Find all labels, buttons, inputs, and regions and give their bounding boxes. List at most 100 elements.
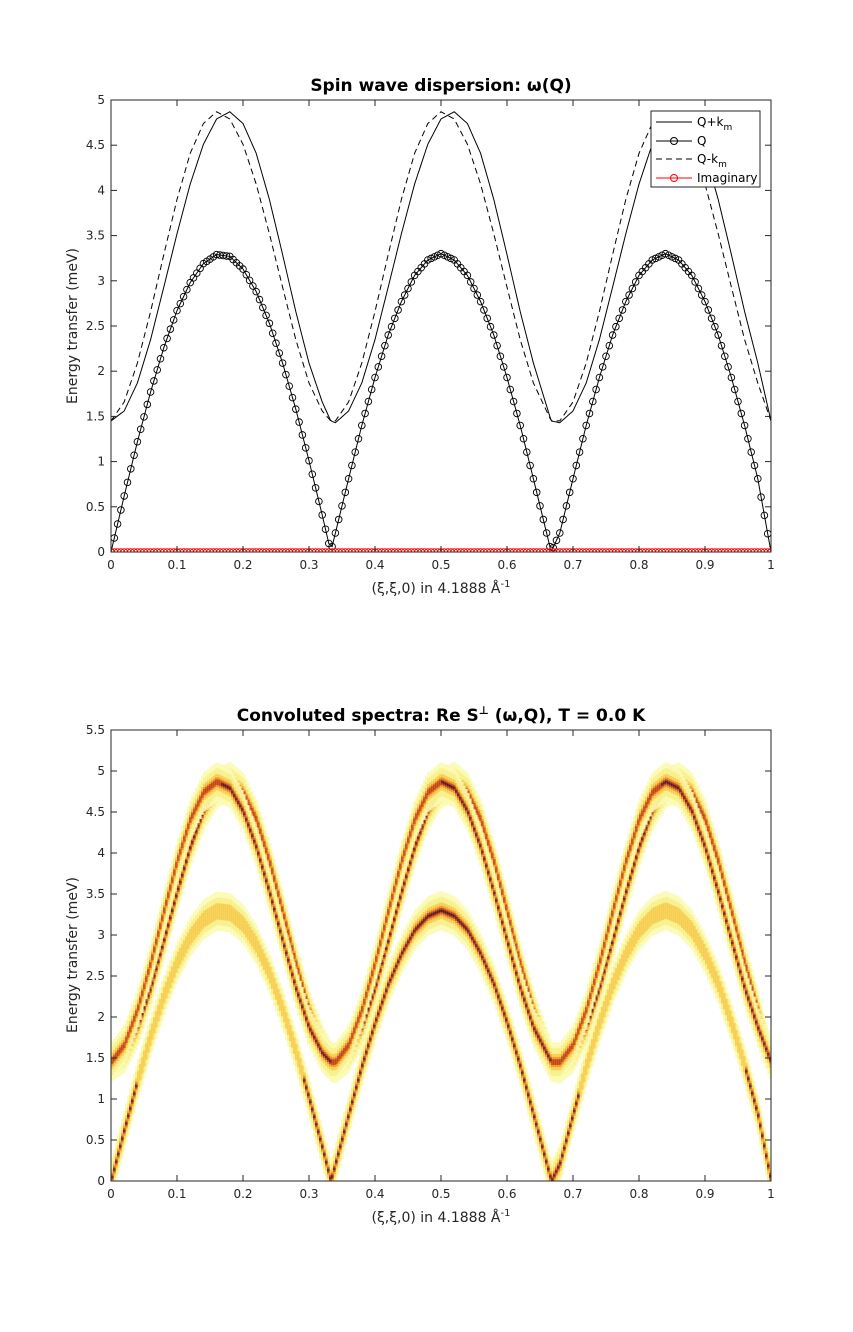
heat-cell (259, 829, 262, 835)
heat-cell (397, 960, 400, 962)
heat-cell (173, 902, 176, 904)
heat-cell (123, 1130, 126, 1132)
heat-cell (311, 1108, 314, 1110)
chart2-plot (111, 762, 772, 1199)
heat-cell (347, 1116, 350, 1118)
heat-cell (321, 1145, 324, 1147)
heat-cell (393, 918, 396, 920)
chart2-title: Convoluted spectra: Re S⊥ (ω,Q), T = 0.0… (237, 704, 646, 726)
heat-cell (553, 1174, 556, 1176)
heat-cell (117, 1153, 120, 1155)
heat-cell (171, 909, 174, 911)
heat-cell (387, 984, 390, 986)
heat-cell (577, 1095, 580, 1097)
heat-cell (473, 941, 476, 943)
legend-label-imag: Imaginary (697, 171, 758, 185)
chart1-ytick-label: 2.5 (86, 319, 105, 333)
chart1-xtick-label: 0.7 (563, 558, 582, 572)
heat-cell (513, 1045, 516, 1047)
heat-cell (279, 899, 282, 905)
heat-cell (753, 1099, 756, 1101)
heat-cell (379, 1007, 382, 1009)
heat-cell (565, 1139, 568, 1141)
heat-cell (613, 934, 616, 936)
heat-cell (543, 1153, 546, 1155)
heat-cell (375, 1019, 378, 1021)
heat-cell (547, 1168, 550, 1170)
chart1-ytick-label: 2 (97, 364, 105, 378)
heat-cell (503, 897, 506, 903)
heat-cell (727, 895, 730, 901)
chart1-xtick-label: 0.3 (299, 558, 318, 572)
heat-cell (407, 869, 410, 871)
heat-cell (745, 1070, 748, 1072)
heat-cell (399, 896, 402, 898)
heat-cell (541, 1145, 544, 1147)
heat-cell (269, 861, 272, 867)
heat-cell (267, 854, 270, 860)
chart1-xtick-label: 0.6 (497, 558, 516, 572)
heat-cell (391, 974, 394, 976)
heat-cell (523, 1079, 526, 1081)
heat-cell (161, 946, 164, 948)
heat-cell (411, 934, 414, 936)
heat-cell (511, 1038, 514, 1040)
heat-cell (479, 952, 482, 954)
chart1-xtick-label: 0.2 (233, 558, 252, 572)
heat-cell (705, 820, 708, 826)
heat-cell (183, 867, 186, 869)
heat-cell (499, 1001, 502, 1003)
chart1-ytick-label: 1 (97, 455, 105, 469)
heat-cell (389, 933, 392, 935)
heat-cell (307, 1093, 310, 1095)
heat-cell (459, 921, 462, 923)
heat-cell (323, 1153, 326, 1155)
heat-cell (639, 843, 642, 845)
heat-cell (631, 870, 634, 872)
heat-cell (335, 1160, 338, 1162)
heat-cell (507, 912, 510, 918)
heat-cell (331, 1175, 334, 1177)
chart1-ytick-label: 1.5 (86, 409, 105, 423)
heat-cell (341, 1138, 344, 1140)
chart1-xtick-label: 0.8 (629, 558, 648, 572)
heat-cell (629, 877, 632, 879)
heat-cell (349, 1108, 352, 1110)
heat-cell (637, 849, 640, 851)
heat-cell (491, 979, 494, 981)
heat-cell (125, 1122, 128, 1124)
heat-cell (499, 882, 502, 888)
heat-cell (487, 840, 490, 846)
heat-cell (303, 1079, 306, 1081)
heat-cell (763, 1145, 766, 1147)
heat-cell (487, 970, 490, 972)
heat-cell (635, 856, 638, 858)
heat-cell (415, 842, 418, 844)
heat-cell (415, 927, 418, 929)
heat-cell (265, 848, 268, 854)
heat-cell (561, 1154, 564, 1156)
heat-cell (479, 815, 482, 821)
heat-cell (573, 1110, 576, 1112)
heat-cell (377, 1013, 380, 1015)
heat-cell (609, 949, 612, 951)
heat-cell (405, 944, 408, 946)
heat-cell (273, 876, 276, 882)
heat-cell (567, 1132, 570, 1134)
legend-label-q: Q (697, 134, 706, 148)
heat-cell (515, 1051, 518, 1053)
heat-cell (131, 1100, 134, 1102)
chart1-title: Spin wave dispersion: ω(Q) (310, 76, 571, 96)
heat-cell (551, 1178, 554, 1180)
heat-cell (401, 952, 404, 954)
heat-cell (475, 944, 478, 946)
heat-cell (385, 989, 388, 991)
heat-cell (713, 845, 716, 851)
heat-cell (621, 905, 624, 907)
heat-cell (409, 937, 412, 939)
heat-cell (507, 1025, 510, 1027)
chart1-xtick-label: 0.5 (431, 558, 450, 572)
heat-cell (371, 1031, 374, 1033)
